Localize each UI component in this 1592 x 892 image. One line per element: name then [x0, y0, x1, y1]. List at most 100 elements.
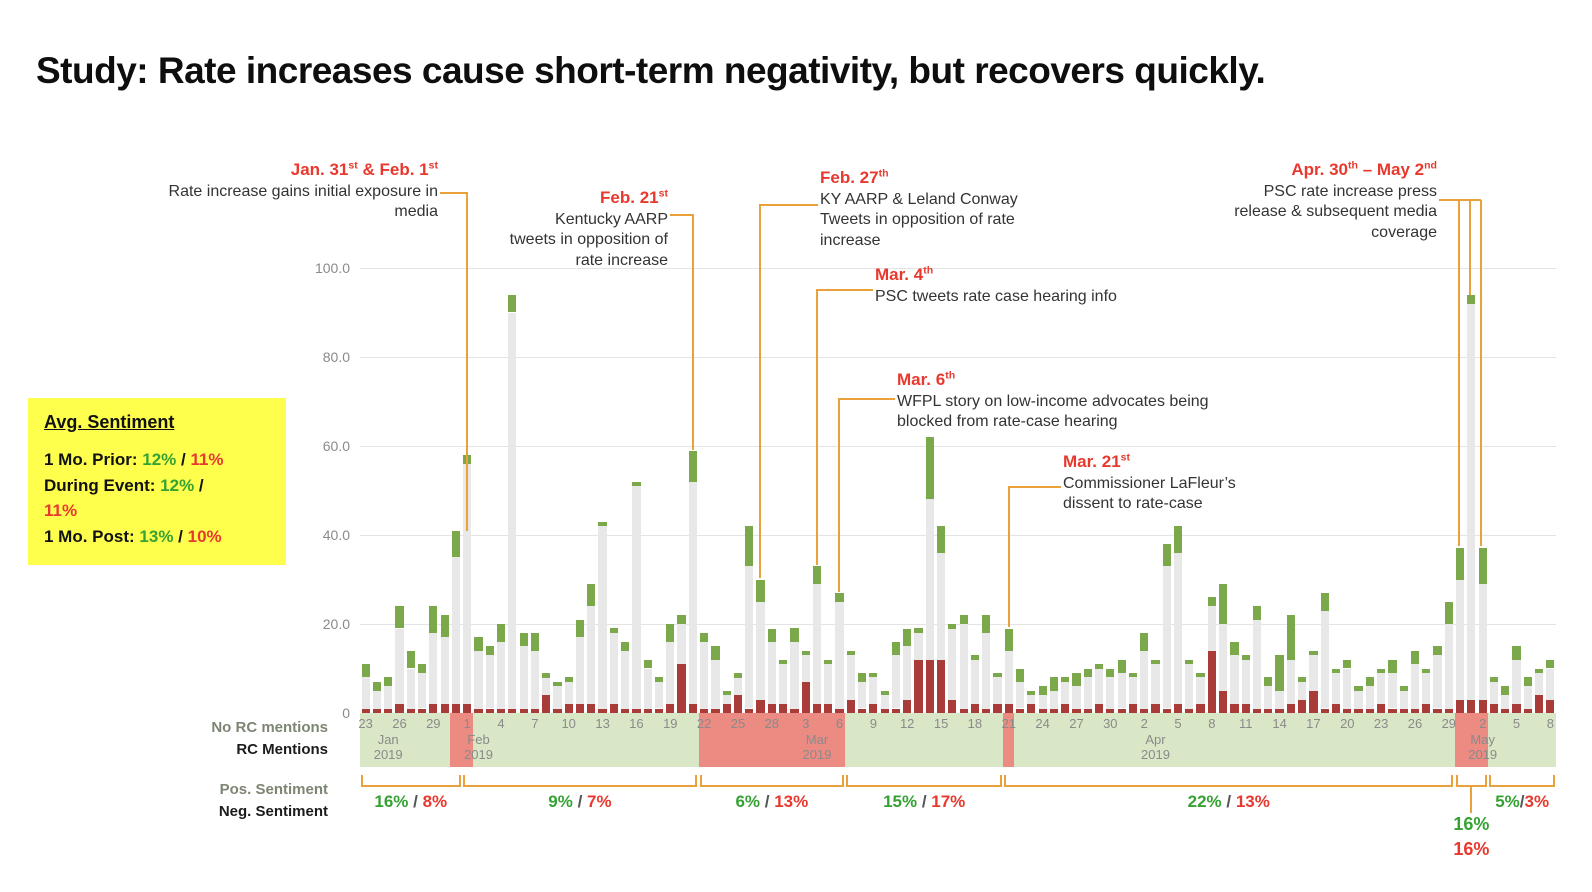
bar-segment-negative	[553, 708, 562, 713]
bar-segment-positive	[891, 641, 901, 656]
bar-segment-negative	[1196, 704, 1205, 713]
bar-segment-neutral	[1534, 673, 1544, 696]
bar-segment-positive	[643, 659, 652, 669]
bar-segment-positive	[1444, 601, 1453, 625]
bar-segment-positive	[1410, 650, 1420, 665]
bar-segment-neutral	[790, 641, 799, 709]
bar-segment-negative	[1252, 708, 1262, 713]
bar-segment-neutral	[1004, 650, 1013, 705]
bar-segment-positive	[1072, 672, 1081, 687]
bar-segment-negative	[722, 704, 731, 713]
x-axis-tick-label: 9	[869, 716, 877, 731]
bar-segment-positive	[496, 624, 506, 642]
bar-segment-positive	[1456, 548, 1465, 580]
x-axis-tick-label: 24	[1035, 716, 1050, 731]
annotation-feb21-body: Kentucky AARP tweets in opposition of ra…	[509, 211, 668, 269]
bar-segment-neutral	[1264, 686, 1273, 709]
annotation-apr30-may2: Apr. 30th – May 2nd PSC rate increase pr…	[1222, 160, 1437, 243]
bar-segment-positive	[530, 632, 539, 651]
bar-segment-negative	[643, 708, 652, 713]
bar-segment-positive	[711, 646, 720, 660]
bar-segment-positive	[1298, 677, 1307, 682]
x-axis-tick-label: 26	[1407, 716, 1423, 731]
bar-segment-positive	[429, 606, 438, 633]
bar-segment-neutral	[858, 681, 867, 709]
bar-segment-negative	[361, 708, 370, 713]
bar-segment-positive	[406, 650, 415, 669]
bar-segment-neutral	[553, 686, 562, 709]
x-axis-tick-label: 15	[933, 716, 949, 731]
bar-segment-neutral	[1410, 664, 1420, 709]
bar-segment-negative	[1072, 708, 1081, 713]
sentiment-bracket	[361, 775, 461, 787]
bar-segment-negative	[756, 699, 765, 713]
bar-segment-neutral	[925, 499, 934, 660]
bar-segment-neutral	[1173, 552, 1183, 705]
bar-segment-positive	[587, 584, 596, 607]
bar-segment-neutral	[1027, 695, 1036, 705]
x-axis-tick-label: 2	[1140, 716, 1148, 731]
x-axis-tick-label: 26	[392, 716, 407, 731]
bar-segment-positive	[451, 530, 461, 558]
bar-segment-neutral	[700, 641, 709, 709]
x-axis-tick-label: 8	[1546, 716, 1554, 731]
bar-segment-positive	[1094, 664, 1104, 669]
x-axis-month-label: Jan 2019	[373, 732, 403, 762]
bar-segment-positive	[575, 619, 585, 638]
bar-segment-negative	[496, 708, 506, 713]
bar-segment-positive	[1207, 597, 1216, 607]
gridline	[360, 624, 1556, 625]
neg-sentiment-value: 13%	[1235, 792, 1270, 811]
bar-segment-negative	[1489, 704, 1499, 713]
x-axis-tick-label: 16	[629, 716, 644, 731]
sentiment-bracket-label: 5%/3%	[1469, 792, 1575, 812]
bar-segment-neutral	[1399, 690, 1408, 709]
bar-segment-neutral	[1298, 681, 1307, 700]
bar-segment-negative	[1320, 708, 1329, 713]
bar-segment-positive	[598, 521, 607, 527]
bar-segment-neutral	[643, 668, 652, 709]
bar-segment-positive	[1219, 584, 1228, 625]
bar-segment-positive	[1534, 668, 1544, 673]
annotation-mar6-body: WFPL story on low-income advocates being…	[897, 393, 1209, 431]
bar-segment-negative	[1298, 699, 1307, 713]
bar-segment-positive	[1467, 294, 1476, 304]
bar-segment-positive	[1478, 548, 1487, 584]
bar-segment-neutral	[1489, 681, 1499, 705]
bar-segment-neutral	[496, 641, 506, 709]
y-axis-tick-label: 80.0	[322, 349, 350, 365]
bar-segment-negative	[530, 708, 539, 713]
x-axis-tick-label: 5	[1512, 716, 1521, 731]
y-axis-tick-label: 0	[342, 705, 350, 721]
x-axis-tick-label: 28	[764, 716, 780, 731]
bar-segment-neutral	[598, 526, 607, 709]
bar-segment-neutral	[1523, 686, 1532, 709]
bar-segment-positive	[1286, 615, 1295, 660]
bar-segment-negative	[677, 664, 686, 713]
bar-segment-positive	[1162, 543, 1171, 567]
bar-segment-negative	[1117, 708, 1126, 713]
neg-sentiment-value: 13%	[774, 792, 809, 811]
rc-band-legend: No RC mentions RC Mentions	[211, 717, 328, 761]
bar-segment-negative	[1534, 695, 1544, 713]
bar-segment-negative	[1444, 708, 1453, 713]
bar-segment-negative	[1015, 708, 1025, 713]
neg-sentiment-label: Neg. Sentiment	[218, 803, 328, 820]
annotation-feb27-date: Feb. 27th	[820, 167, 889, 187]
bar-segment-negative	[1388, 708, 1397, 713]
rc-band-mentions-segment	[1003, 713, 1015, 767]
x-axis-tick-label: 30	[1103, 716, 1118, 731]
bar-segment-negative	[767, 704, 776, 713]
bar-segment-neutral	[936, 552, 946, 660]
annotation-mar6: Mar. 6th WFPL story on low-income advoca…	[897, 370, 1247, 433]
bar-segment-neutral	[508, 312, 517, 709]
bar-segment-negative	[1027, 704, 1036, 713]
bar-segment-positive	[858, 672, 867, 682]
bar-segment-negative	[1140, 708, 1149, 713]
bar-segment-negative	[463, 704, 472, 713]
bar-segment-positive	[666, 624, 675, 642]
bar-segment-neutral	[959, 624, 968, 709]
bar-segment-negative	[1275, 708, 1284, 713]
bar-segment-negative	[1106, 708, 1115, 713]
bar-segment-neutral	[1015, 681, 1025, 709]
